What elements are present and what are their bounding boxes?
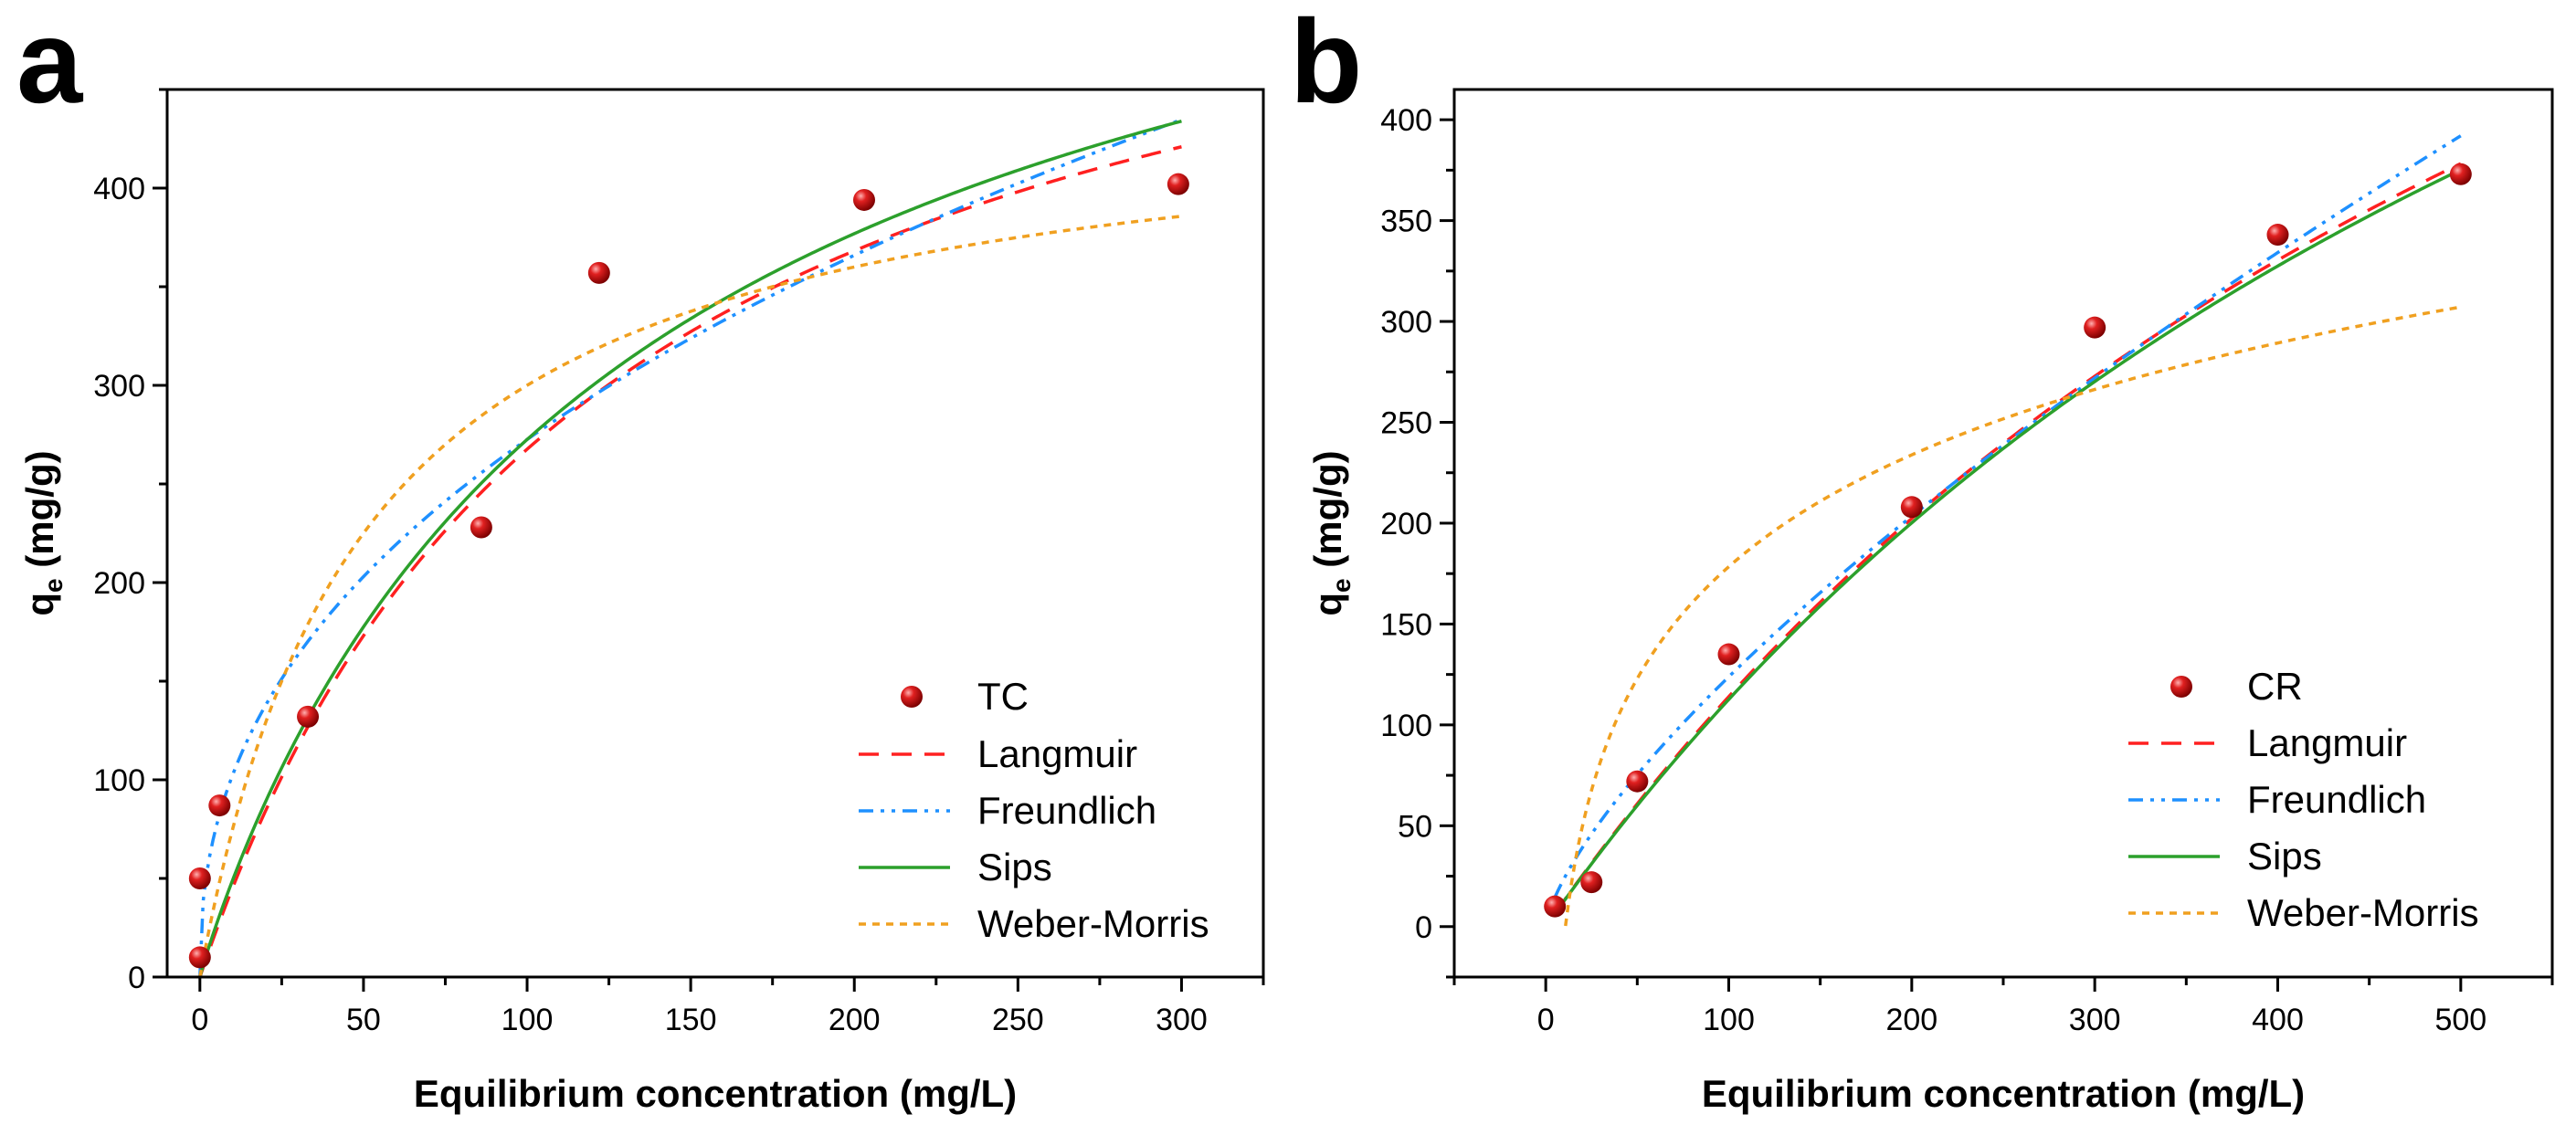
- data-point-b: [1580, 871, 1603, 894]
- fit-curve-langmuir-a: [198, 145, 1182, 977]
- x-tick-label: 0: [191, 1003, 208, 1037]
- x-tick-label: 400: [2252, 1003, 2304, 1037]
- x-tick-label: 200: [1885, 1003, 1937, 1037]
- legend-a-label-freundlich: Freundlich: [977, 789, 1156, 832]
- x-tick-label: 300: [2069, 1003, 2121, 1037]
- plot-frame-b: [1452, 88, 2554, 979]
- data-point-a: [188, 946, 211, 969]
- legend-b-label-langmuir: Langmuir: [2247, 721, 2407, 764]
- x-tick-label: 0: [1537, 1003, 1555, 1037]
- data-point-b: [1717, 643, 1740, 666]
- x-tick-label: 200: [829, 1003, 881, 1037]
- y-tick-label: 0: [1415, 910, 1432, 945]
- data-point-a: [208, 794, 231, 817]
- legend-a-points-label: TC: [977, 675, 1029, 718]
- plot-frame-a: [165, 88, 1265, 979]
- data-point-a: [1167, 173, 1189, 195]
- data-point-b: [2084, 316, 2106, 339]
- panel-label-a: a: [16, 0, 84, 128]
- y-axis-title-b-main: q: [1306, 593, 1349, 616]
- y-axis-title-b-unit: (mg/g): [1306, 450, 1349, 578]
- y-axis-title-a-unit: (mg/g): [18, 450, 61, 578]
- y-tick-label: 100: [93, 763, 145, 798]
- legend-b-label-sips: Sips: [2247, 835, 2322, 878]
- fit-curve-sips-a: [198, 120, 1182, 977]
- x-tick-label: 50: [346, 1003, 381, 1037]
- legend-a: TC Langmuir Freundlich Sips Weber-Morris: [859, 675, 1209, 945]
- y-tick-label: 300: [93, 369, 145, 404]
- legend-a-label-langmuir: Langmuir: [977, 732, 1137, 775]
- y-tick-label: 150: [1380, 607, 1432, 642]
- data-point-a: [470, 516, 492, 539]
- data-point-b: [2449, 163, 2472, 185]
- legend-b: CR Langmuir Freundlich Sips Weber-Morris: [2128, 665, 2479, 934]
- y-tick-label: 0: [128, 961, 145, 995]
- x-tick-label: 500: [2434, 1003, 2486, 1037]
- fit-curve-weber-morris-b: [1564, 305, 2462, 927]
- x-tick-label: 250: [992, 1003, 1044, 1037]
- y-tick-label: 400: [1380, 103, 1432, 138]
- y-tick-label: 200: [93, 566, 145, 601]
- legend-b-label-weber-morris: Weber-Morris: [2247, 891, 2479, 934]
- x-tick-label: 100: [1703, 1003, 1755, 1037]
- x-axis-title-b: Equilibrium concentration (mg/L): [1702, 1072, 2305, 1115]
- panel-label-b: b: [1290, 0, 1362, 128]
- y-tick-label: 400: [93, 172, 145, 206]
- y-tick-label: 350: [1380, 205, 1432, 239]
- y-tick-label: 200: [1380, 507, 1432, 541]
- legend-a-label-sips: Sips: [977, 846, 1052, 888]
- legend-b-label-freundlich: Freundlich: [2247, 778, 2426, 821]
- legend-a-marker-icon: [901, 686, 923, 708]
- y-axis-title-b-sub: e: [1327, 578, 1356, 593]
- fit-curve-weber-morris-a: [198, 215, 1182, 977]
- fit-curve-sips-b: [1553, 168, 2462, 915]
- data-point-a: [587, 261, 610, 284]
- data-point-b: [2266, 224, 2289, 247]
- y-axis-title-a: qe (mg/g): [18, 450, 68, 615]
- y-axis-title-b: qe (mg/g): [1306, 450, 1356, 615]
- x-tick-label: 150: [665, 1003, 717, 1037]
- y-tick-label: 250: [1380, 406, 1432, 441]
- legend-b-points-label: CR: [2247, 665, 2303, 708]
- data-point-b: [1900, 496, 1923, 519]
- data-point-b: [1626, 770, 1649, 793]
- x-tick-label: 300: [1156, 1003, 1208, 1037]
- data-point-a: [297, 705, 320, 728]
- y-tick-label: 50: [1398, 809, 1432, 844]
- legend-a-label-weber-morris: Weber-Morris: [977, 902, 1209, 945]
- x-tick-label: 100: [501, 1003, 554, 1037]
- legend-b-marker-icon: [2170, 676, 2192, 698]
- y-axis-title-a-main: q: [18, 593, 61, 616]
- data-point-a: [852, 188, 875, 211]
- y-tick-label: 100: [1380, 709, 1432, 743]
- panel-a-chart: a 0 50 100 150 200 250 300 0 100 200 300 400 Equili…: [16, 0, 1265, 1115]
- panel-b-chart: b 0 100 200 300 400 500 0 50 100 150 200 250 300 350 4…: [1290, 0, 2554, 1115]
- fit-curve-freundlich-a: [198, 118, 1183, 977]
- y-axis-title-a-sub: e: [39, 578, 68, 593]
- fit-curve-freundlich-b: [1553, 134, 2462, 899]
- y-tick-label: 300: [1380, 305, 1432, 340]
- data-point-a: [188, 867, 211, 889]
- data-point-b: [1544, 895, 1567, 918]
- x-axis-title-a: Equilibrium concentration (mg/L): [414, 1072, 1017, 1115]
